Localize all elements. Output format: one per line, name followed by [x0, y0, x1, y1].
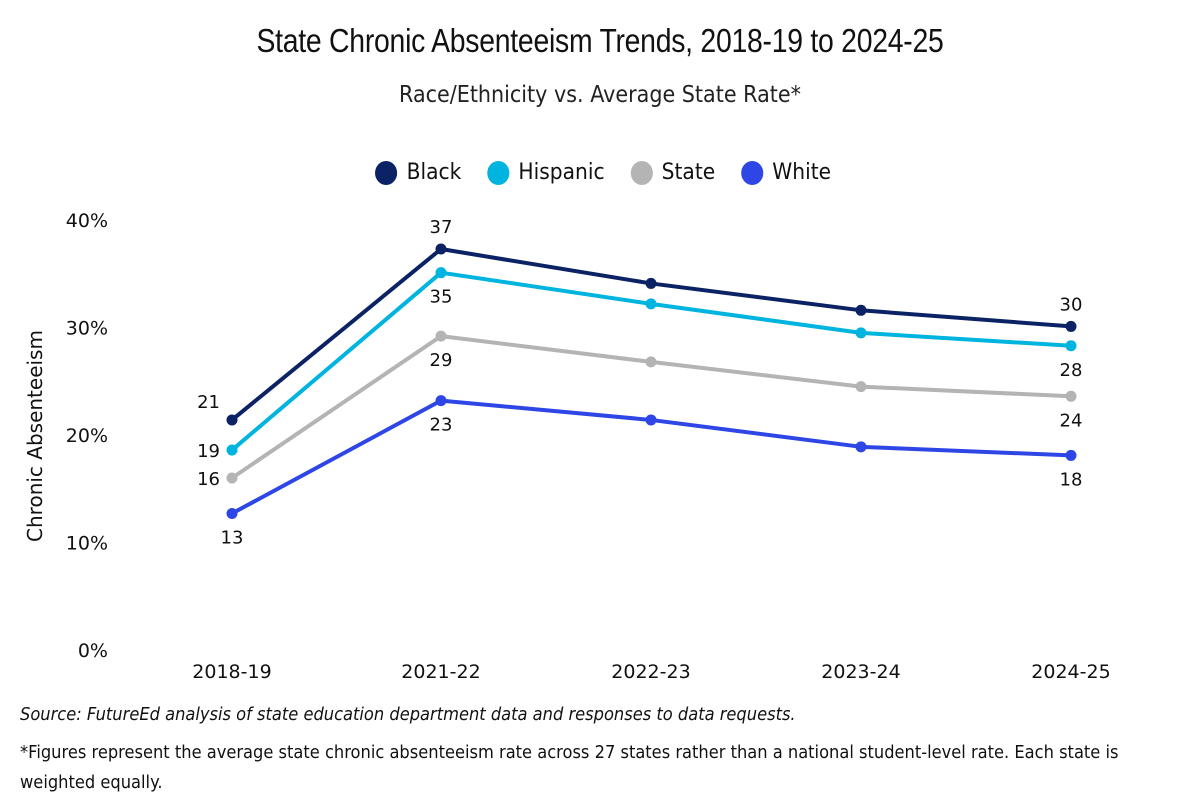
data-point-hispanic [855, 327, 867, 339]
legend-marker-white [740, 160, 764, 185]
series-layer: 21 37 30 19 35 28 16 29 24 13 23 18 [197, 217, 1082, 548]
series-black: 21 37 30 [197, 217, 1083, 426]
y-tick-label: 20% [66, 425, 108, 447]
data-point-state [645, 356, 657, 368]
legend-marker-state [630, 160, 653, 185]
data-label-hispanic: 19 [197, 441, 220, 462]
data-point-state [855, 381, 867, 393]
data-point-black [1065, 320, 1077, 332]
data-label-state: 29 [430, 350, 453, 371]
data-point-white [226, 507, 238, 519]
data-point-hispanic [1065, 340, 1077, 352]
legend-item-hispanic[interactable]: Hispanic [487, 160, 605, 185]
data-point-white [645, 414, 657, 426]
data-label-state: 16 [197, 469, 220, 490]
x-axis: 2018-19 2021-22 2022-23 2023-24 2024-25 [192, 661, 1110, 683]
series-hispanic: 19 35 28 [197, 267, 1082, 462]
y-axis-label: Chronic Absenteeism [23, 330, 47, 542]
data-label-hispanic: 35 [430, 287, 453, 308]
x-tick-label: 2021-22 [401, 661, 480, 683]
x-tick-label: 2023-24 [821, 661, 900, 683]
data-label-black: 21 [197, 392, 220, 413]
legend-item-state[interactable]: State [630, 160, 715, 185]
data-label-white: 18 [1060, 469, 1083, 490]
data-point-black [226, 414, 238, 426]
data-point-black [435, 243, 447, 255]
legend-label-black: Black [406, 160, 462, 185]
data-point-hispanic [226, 444, 238, 456]
data-point-white [1065, 449, 1077, 461]
footnote: *Figures represent the average state chr… [20, 743, 1119, 793]
y-tick-label: 30% [66, 318, 108, 340]
legend-item-white[interactable]: White [740, 160, 832, 185]
legend-label-state: State [661, 160, 716, 185]
x-tick-label: 2018-19 [192, 661, 271, 683]
chart-subtitle: Race/Ethnicity vs. Average State Rate* [399, 82, 801, 108]
data-point-black [855, 304, 867, 316]
series-state: 16 29 24 [197, 330, 1083, 490]
legend: Black Hispanic State White [51, 160, 1155, 185]
data-label-white: 13 [221, 527, 244, 548]
data-point-state [1065, 390, 1077, 402]
data-point-state [226, 472, 238, 484]
legend-marker-black [375, 160, 398, 185]
y-tick-label: 40% [66, 210, 108, 232]
legend-label-white: White [772, 160, 832, 185]
data-point-white [435, 395, 447, 407]
x-tick-label: 2022-23 [611, 661, 690, 683]
y-axis: 0% 10% 20% 30% 40% [66, 210, 108, 662]
data-point-black [645, 277, 657, 289]
legend-item-black[interactable]: Black [375, 160, 461, 185]
data-label-black: 37 [430, 217, 453, 238]
x-tick-label: 2024-25 [1031, 661, 1110, 683]
data-point-white [855, 441, 867, 453]
data-label-black: 30 [1060, 294, 1083, 315]
legend-marker-hispanic [487, 160, 510, 185]
chart-title: State Chronic Absenteeism Trends, 2018-1… [256, 22, 944, 59]
y-tick-label: 10% [66, 533, 108, 555]
legend-label-hispanic: Hispanic [518, 160, 605, 185]
data-label-hispanic: 28 [1060, 360, 1083, 381]
data-label-white: 23 [430, 415, 453, 436]
data-label-state: 24 [1060, 410, 1083, 431]
y-tick-label: 0% [78, 640, 108, 662]
series-white: 13 23 18 [221, 395, 1083, 548]
data-point-hispanic [435, 267, 447, 279]
data-point-hispanic [645, 298, 657, 310]
data-point-state [435, 330, 447, 342]
source-note: Source: FutureEd analysis of state educa… [20, 705, 796, 725]
